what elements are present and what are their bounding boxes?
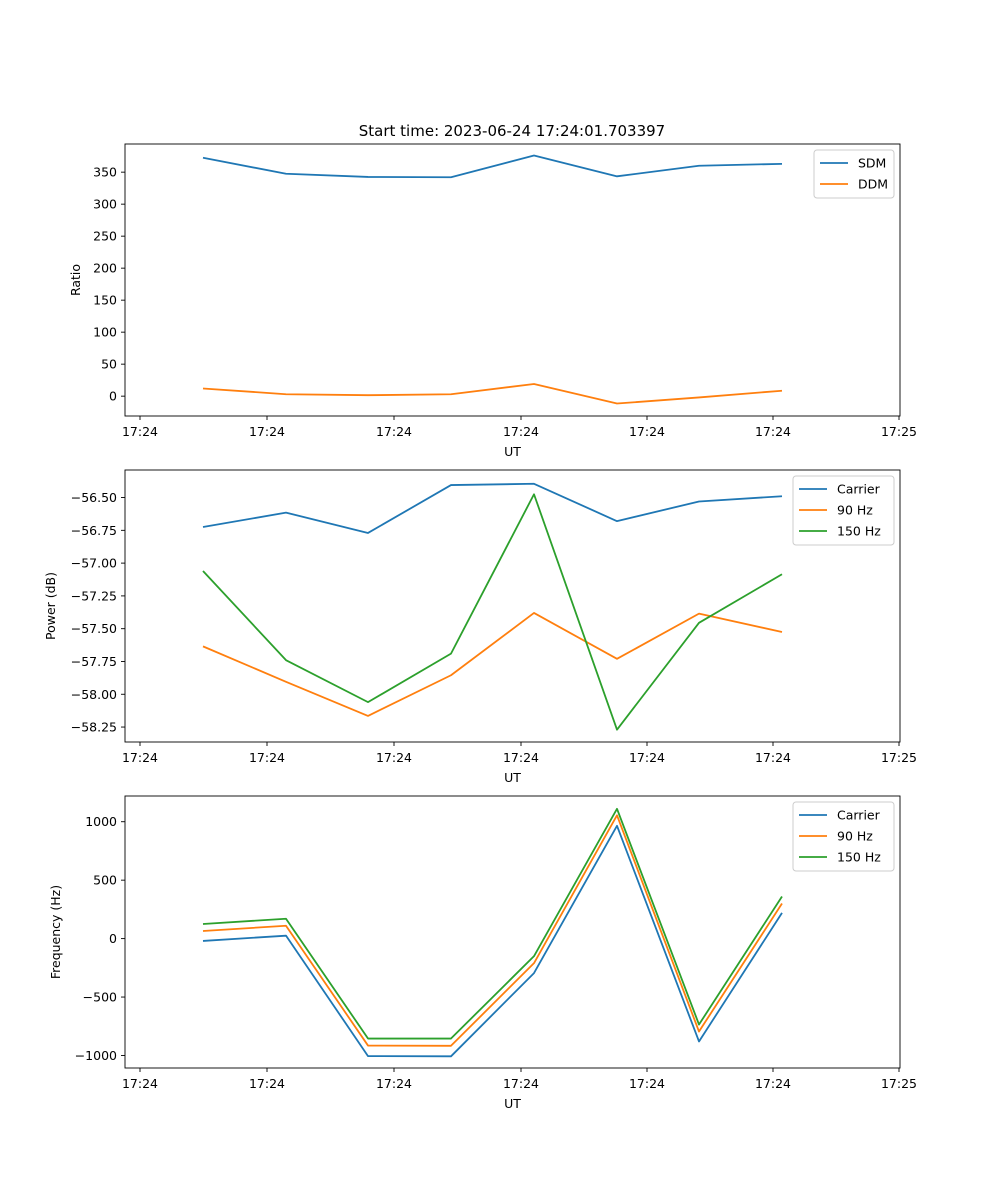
x-tick-label: 17:24 <box>755 424 791 439</box>
series-line-ddm <box>202 383 783 405</box>
series-line-150-hz <box>202 807 783 1040</box>
x-axis-label: UT <box>504 444 521 459</box>
y-tick-label: −58.00 <box>71 687 117 702</box>
x-tick-label: 17:24 <box>755 1076 791 1091</box>
series-line-carrier <box>202 824 783 1058</box>
x-tick-label: 17:24 <box>629 750 665 765</box>
y-tick-label: −56.75 <box>71 523 117 538</box>
legend-label: 90 Hz <box>837 503 873 518</box>
legend-label: 90 Hz <box>837 829 873 844</box>
x-tick-label: 17:24 <box>122 424 158 439</box>
legend: SDM DDM <box>813 149 895 199</box>
x-tick-label: 17:24 <box>376 1076 412 1091</box>
legend-box <box>792 801 895 872</box>
x-tick-label: 17:24 <box>503 1076 539 1091</box>
x-tick-label: 17:24 <box>122 750 158 765</box>
y-tick-label: 350 <box>93 165 117 180</box>
series-line-90-hz <box>202 814 783 1047</box>
legend: Carrier 90 Hz 150 Hz <box>792 801 895 872</box>
x-axis-label: UT <box>504 770 521 785</box>
axes-frame <box>124 143 901 417</box>
y-tick-label: −57.25 <box>71 588 117 603</box>
ratio-panel: 17:24 17:24 17:24 17:24 17:24 17:24 17:25 UT 0 50… <box>68 143 917 459</box>
x-tick-label: 17:24 <box>629 1076 665 1091</box>
y-tick-label: 100 <box>93 325 117 340</box>
x-tick-label: 17:24 <box>376 750 412 765</box>
y-axis-label: Power (dB) <box>43 572 58 640</box>
x-tick-label: 17:24 <box>629 424 665 439</box>
figure-title: Start time: 2023-06-24 17:24:01.703397 <box>359 122 665 140</box>
series-line-carrier <box>202 482 783 534</box>
y-tick-label: 200 <box>93 261 117 276</box>
series-line-150-hz <box>202 493 783 731</box>
legend-box <box>792 475 895 546</box>
y-tick-label: −56.50 <box>71 490 117 505</box>
axes-frame <box>124 795 901 1069</box>
series-line-90-hz <box>202 612 783 717</box>
y-tick-label: −500 <box>83 990 117 1005</box>
y-tick-label: −58.25 <box>71 720 117 735</box>
y-tick-label: 250 <box>93 229 117 244</box>
series-line-sdm <box>202 154 783 179</box>
legend-box <box>813 149 895 199</box>
legend-label: Carrier <box>837 808 881 823</box>
y-tick-label: −57.75 <box>71 654 117 669</box>
x-tick-label: 17:24 <box>249 1076 285 1091</box>
y-tick-label: −1000 <box>75 1048 117 1063</box>
legend: Carrier 90 Hz 150 Hz <box>792 475 895 546</box>
y-tick-label: 150 <box>93 293 117 308</box>
x-tick-label: 17:25 <box>881 424 917 439</box>
y-tick-label: 1000 <box>85 814 117 829</box>
y-tick-label: −57.00 <box>71 556 117 571</box>
x-tick-label: 17:24 <box>376 424 412 439</box>
x-tick-label: 17:24 <box>249 424 285 439</box>
axes-frame <box>124 469 901 743</box>
y-axis-label: Frequency (Hz) <box>48 885 63 979</box>
x-tick-label: 17:24 <box>755 750 791 765</box>
legend-label: 150 Hz <box>837 850 881 865</box>
x-tick-label: 17:24 <box>503 424 539 439</box>
y-tick-label: 0 <box>109 931 117 946</box>
y-tick-label: 0 <box>109 389 117 404</box>
x-axis-label: UT <box>504 1096 521 1111</box>
legend-label: SDM <box>858 156 886 171</box>
power-panel: 17:24 17:24 17:24 17:24 17:24 17:24 17:25 UT −58… <box>43 469 917 785</box>
x-tick-label: 17:25 <box>881 1076 917 1091</box>
legend-label: Carrier <box>837 482 881 497</box>
y-tick-label: 50 <box>101 357 117 372</box>
legend-label: DDM <box>858 177 888 192</box>
x-tick-label: 17:24 <box>122 1076 158 1091</box>
y-axis-label: Ratio <box>68 264 83 296</box>
y-tick-label: −57.50 <box>71 621 117 636</box>
legend-label: 150 Hz <box>837 524 881 539</box>
x-tick-label: 17:24 <box>249 750 285 765</box>
y-tick-label: 300 <box>93 197 117 212</box>
x-tick-label: 17:25 <box>881 750 917 765</box>
frequency-panel: 17:24 17:24 17:24 17:24 17:24 17:24 17:25 UT −10… <box>48 795 917 1111</box>
x-tick-label: 17:24 <box>503 750 539 765</box>
y-tick-label: 500 <box>93 873 117 888</box>
